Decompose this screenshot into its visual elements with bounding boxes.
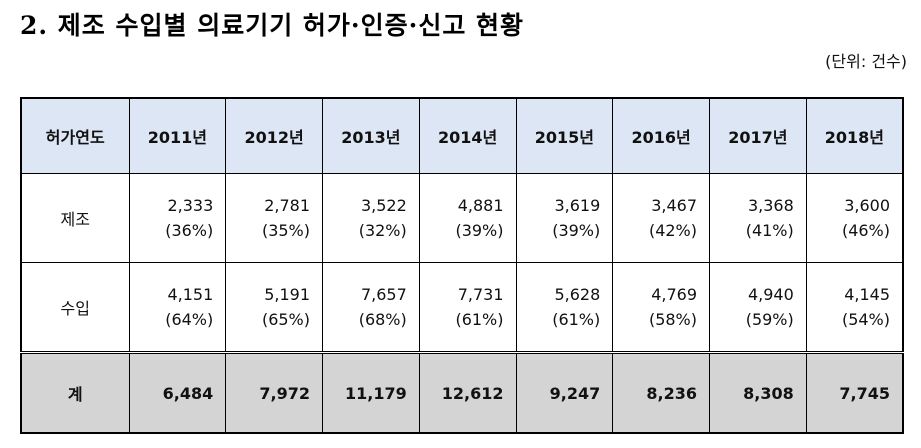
cell-share: (59%) bbox=[745, 310, 794, 329]
cell-value: 5,191 bbox=[264, 285, 310, 304]
total-cell: 8,308 bbox=[709, 351, 807, 434]
cell-share: (61%) bbox=[552, 310, 601, 329]
table-cell: 3,600 (46%) bbox=[805, 173, 904, 263]
total-cell: 11,179 bbox=[322, 351, 420, 434]
cell-share: (39%) bbox=[552, 221, 601, 240]
table-cell: 4,769 (58%) bbox=[612, 262, 710, 353]
row-label: 수입 bbox=[20, 262, 130, 353]
cell-value: 4,145 bbox=[844, 285, 890, 304]
cell-value: 4,881 bbox=[457, 196, 504, 215]
table-row-total: 계 6,484 7,972 11,179 12,612 9,247 8,236 … bbox=[20, 351, 904, 434]
year-header: 2016년 bbox=[612, 97, 710, 174]
cell-value: 3,368 bbox=[747, 196, 794, 215]
page-title: 2. 제조 수입별 의료기기 허가·인증·신고 현황 bbox=[20, 11, 525, 40]
total-cell: 8,236 bbox=[612, 351, 710, 434]
total-cell: 7,972 bbox=[225, 351, 323, 434]
year-header: 2011년 bbox=[128, 97, 227, 174]
year-header: 2018년 bbox=[805, 97, 904, 174]
table-cell: 4,940 (59%) bbox=[709, 262, 807, 353]
cell-share: (61%) bbox=[455, 310, 504, 329]
total-cell: 9,247 bbox=[515, 351, 614, 434]
cell-value: 3,619 bbox=[554, 196, 601, 215]
cell-share: (35%) bbox=[261, 221, 310, 240]
cell-value: 3,522 bbox=[360, 196, 407, 215]
cell-share: (68%) bbox=[358, 310, 407, 329]
table-cell: 5,628 (61%) bbox=[515, 262, 614, 353]
cell-share: (46%) bbox=[841, 221, 890, 240]
cell-share: (41%) bbox=[745, 221, 794, 240]
cell-value: 2,333 bbox=[167, 196, 214, 215]
total-cell: 6,484 bbox=[128, 351, 227, 434]
cell-share: (32%) bbox=[358, 221, 407, 240]
cell-share: (58%) bbox=[648, 310, 697, 329]
unit-note: (단위: 건수) bbox=[825, 52, 907, 71]
table-cell: 3,619 (39%) bbox=[515, 173, 614, 263]
cell-share: (54%) bbox=[841, 310, 890, 329]
table-cell: 4,881 (39%) bbox=[418, 173, 517, 263]
table-cell: 2,333 (36%) bbox=[128, 173, 227, 263]
year-header: 2017년 bbox=[709, 97, 807, 174]
table-cell: 4,145 (54%) bbox=[805, 262, 904, 353]
table-cell: 5,191 (65%) bbox=[225, 262, 323, 353]
table-cell: 3,467 (42%) bbox=[612, 173, 710, 263]
table-cell: 7,731 (61%) bbox=[418, 262, 517, 353]
cell-value: 3,467 bbox=[651, 196, 697, 215]
cell-value: 7,731 bbox=[457, 285, 504, 304]
table-cell: 7,657 (68%) bbox=[322, 262, 420, 353]
total-cell: 7,745 bbox=[805, 351, 904, 434]
stats-table: 허가연도 2011년 2012년 2013년 2014년 2015년 2016년… bbox=[20, 97, 904, 434]
cell-value: 2,781 bbox=[264, 196, 310, 215]
year-header: 2013년 bbox=[322, 97, 420, 174]
cell-share: (42%) bbox=[648, 221, 697, 240]
cell-value: 7,657 bbox=[360, 285, 407, 304]
table-row-import: 수입 4,151 (64%) 5,191 (65%) 7,657 (68%) 7,73… bbox=[20, 262, 904, 353]
year-header: 2015년 bbox=[515, 97, 614, 174]
table-cell: 3,368 (41%) bbox=[709, 173, 807, 263]
corner-header: 허가연도 bbox=[20, 97, 130, 174]
table-cell: 3,522 (32%) bbox=[322, 173, 420, 263]
cell-share: (65%) bbox=[261, 310, 310, 329]
cell-value: 4,940 bbox=[747, 285, 794, 304]
cell-share: (39%) bbox=[455, 221, 504, 240]
cell-value: 3,600 bbox=[844, 196, 890, 215]
cell-share: (36%) bbox=[165, 221, 214, 240]
cell-value: 4,769 bbox=[651, 285, 697, 304]
table-cell: 2,781 (35%) bbox=[225, 173, 323, 263]
cell-value: 4,151 bbox=[167, 285, 214, 304]
year-header: 2012년 bbox=[225, 97, 323, 174]
total-cell: 12,612 bbox=[418, 351, 517, 434]
cell-value: 5,628 bbox=[554, 285, 601, 304]
row-label: 제조 bbox=[20, 173, 130, 263]
cell-share: (64%) bbox=[165, 310, 214, 329]
header-row: 허가연도 2011년 2012년 2013년 2014년 2015년 2016년… bbox=[20, 97, 904, 174]
row-label: 계 bbox=[20, 351, 130, 434]
year-header: 2014년 bbox=[418, 97, 517, 174]
table-cell: 4,151 (64%) bbox=[128, 262, 227, 353]
table-row-manufacture: 제조 2,333 (36%) 2,781 (35%) 3,522 (32%) 4,88… bbox=[20, 173, 904, 263]
